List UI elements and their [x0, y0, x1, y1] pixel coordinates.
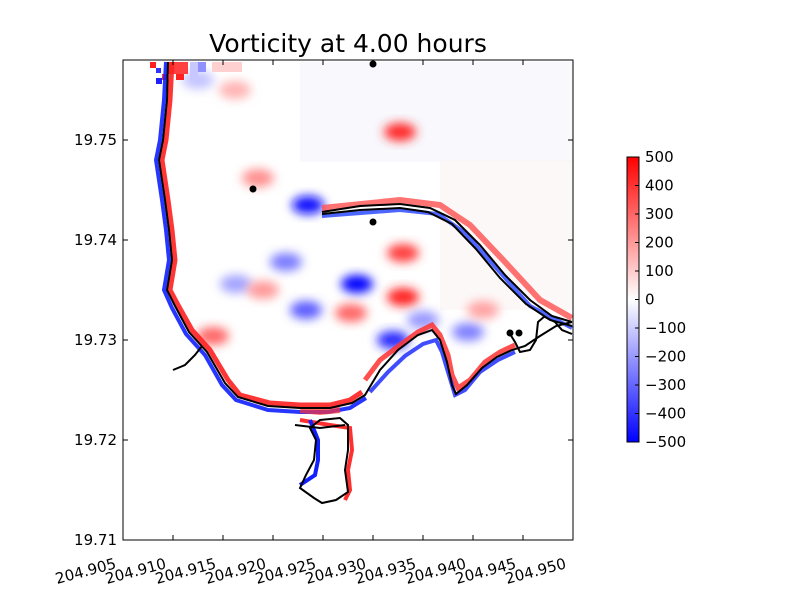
vortex-blob [197, 327, 229, 345]
y-tick-label: 19.74 [74, 231, 117, 249]
vortex-blob [242, 169, 274, 187]
colorbar-tick-label: 400 [645, 177, 674, 195]
vortex-blob [219, 81, 251, 99]
vortex-blob [292, 196, 324, 214]
gauge-point [249, 185, 257, 193]
vortex-blob [384, 123, 416, 141]
gauge-markers [249, 60, 523, 337]
vortex-blob [387, 244, 419, 262]
colorbar-tick-label: −200 [645, 348, 686, 366]
vortex-blob [270, 253, 302, 271]
y-axis: 19.71 19.72 19.73 19.74 19.75 [74, 131, 573, 549]
colorbar-tick-label: −100 [645, 319, 686, 337]
vortex-field [182, 71, 499, 349]
y-tick-label: 19.72 [74, 431, 117, 449]
colorbar-tick-label: 300 [645, 205, 674, 223]
vortex-blob [387, 288, 419, 306]
plot-frame [122, 59, 574, 541]
coastline [157, 61, 573, 505]
colorbar-tick-label: −500 [645, 433, 686, 451]
vortex-blob [290, 301, 322, 319]
plot-area [123, 60, 573, 540]
colorbar-tick-label: −300 [645, 376, 686, 394]
gauge-point [515, 329, 523, 337]
y-tick-label: 19.71 [74, 531, 117, 549]
colorbar-ticks: 500 400 300 200 100 0 −100 −200 −300 −400 −500 [635, 148, 686, 451]
y-tick-label: 19.73 [74, 331, 117, 349]
colorbar-tick-label: 200 [645, 234, 674, 252]
vortex-blob [341, 275, 373, 293]
gauge-point [506, 329, 514, 337]
y-tick-label: 19.75 [74, 131, 117, 149]
colorbar: 500 400 300 200 100 0 −100 −200 −300 −400 −500 [626, 148, 686, 451]
vortex-blob [335, 304, 367, 322]
colorbar-tick-label: 100 [645, 262, 674, 280]
chart-title: Vorticity at 4.00 hours [209, 29, 487, 58]
colorbar-tick-label: 0 [645, 291, 655, 309]
colorbar-tick-label: 500 [645, 148, 674, 166]
vortex-blob [452, 323, 484, 341]
vortex-blob [467, 301, 499, 319]
vortex-blob [220, 275, 252, 293]
gauge-point [369, 218, 377, 226]
vortex-blob [247, 281, 279, 299]
colorbar-tick-label: −400 [645, 405, 686, 423]
